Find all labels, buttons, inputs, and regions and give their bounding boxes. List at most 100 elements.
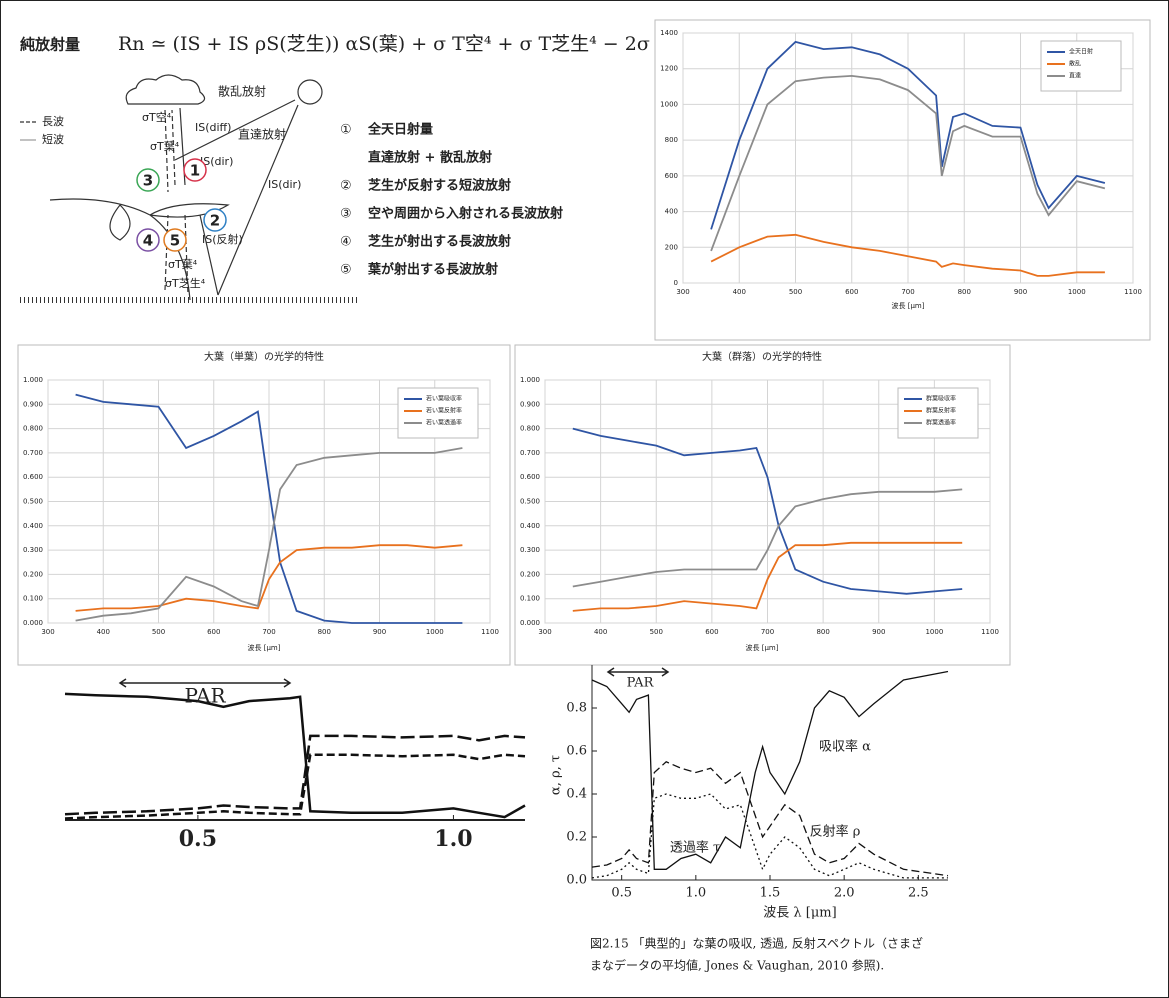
x-tick-label: 400 bbox=[97, 628, 110, 636]
y-tick-label: 0.600 bbox=[520, 473, 540, 481]
y-tick-label: 0.900 bbox=[23, 400, 43, 408]
diagram-label: σT空⁴ bbox=[142, 110, 172, 124]
y-tick-label: 1000 bbox=[660, 100, 678, 108]
x-tick-label: 800 bbox=[318, 628, 331, 636]
chart-title: 大葉（単葉）の光学的特性 bbox=[204, 350, 324, 363]
x-tick-label: 800 bbox=[816, 628, 829, 636]
y-tick-label: 200 bbox=[665, 243, 678, 251]
x-axis-label: 波長 [μm] bbox=[746, 643, 779, 652]
chart: 0.5 1.0 PAR bbox=[64, 678, 526, 852]
legend-box bbox=[1040, 40, 1122, 92]
x-tick-label: 500 bbox=[789, 288, 802, 296]
series-line bbox=[710, 233, 1105, 277]
x-tick-label: 300 bbox=[538, 628, 551, 636]
par-arrow bbox=[118, 678, 292, 688]
list-number: ② bbox=[340, 179, 352, 194]
series-line bbox=[591, 761, 949, 877]
legend-box bbox=[897, 387, 979, 439]
number-circle bbox=[136, 228, 160, 252]
series-line bbox=[591, 670, 949, 870]
x-tick-label: 1000 bbox=[1068, 288, 1086, 296]
y-tick-label: 0.200 bbox=[520, 570, 540, 578]
x-tick-label: 700 bbox=[901, 288, 914, 296]
legend-label: 若い葉反射率 bbox=[426, 407, 462, 415]
arrow bbox=[174, 99, 296, 161]
x-tick-label: 1100 bbox=[1124, 288, 1142, 296]
y-tick-label: 0.800 bbox=[23, 425, 43, 433]
x-tick-label: 1100 bbox=[481, 628, 499, 636]
x-tick-label: 2.0 bbox=[834, 886, 855, 901]
arrow bbox=[164, 109, 169, 193]
x-tick-label: 800 bbox=[958, 288, 971, 296]
y-tick-label: 0.000 bbox=[23, 619, 43, 627]
diagram-label: σT芝生⁴ bbox=[165, 276, 206, 290]
y-tick-label: 1.000 bbox=[23, 376, 43, 384]
x-tick-label: 1.0 bbox=[685, 886, 706, 901]
legend-label: 全天日射 bbox=[1069, 48, 1093, 56]
chart: 大葉（群落）の光学的特性 0.000 0.100 0.200 0.300 0.400 0.5… bbox=[514, 344, 1011, 666]
number-circle bbox=[203, 208, 227, 232]
legend-label: 群葉吸収率 bbox=[926, 395, 956, 403]
y-tick-label: 600 bbox=[665, 172, 678, 180]
y-tick-label: 0.500 bbox=[23, 498, 43, 506]
number-circle bbox=[183, 158, 207, 182]
diagram-label: IS(diff) bbox=[195, 121, 231, 134]
annotation: 吸収率 α bbox=[819, 739, 871, 755]
list-number: ① bbox=[340, 123, 352, 138]
x-tick-label: 1000 bbox=[925, 628, 943, 636]
formula: Rn ≃ (IS + IS ρS(芝生)) αS(葉) + σ T空⁴ + σ … bbox=[118, 33, 696, 55]
list-text: 全天日射量 bbox=[367, 122, 433, 138]
x-tick-label: 600 bbox=[207, 628, 220, 636]
series-line bbox=[64, 692, 526, 819]
y-tick-label: 0.400 bbox=[520, 522, 540, 530]
annotation: PAR bbox=[627, 676, 655, 691]
legend-label: 散乱 bbox=[1069, 60, 1081, 68]
series-line bbox=[75, 393, 463, 624]
number-circle bbox=[163, 228, 187, 252]
y-tick-label: 0.200 bbox=[23, 570, 43, 578]
x-tick-label: 900 bbox=[1014, 288, 1027, 296]
diagram-label: IS(dir) bbox=[268, 178, 301, 191]
y-tick-label: 0.300 bbox=[520, 546, 540, 554]
x-axis-label: 波長 [μm] bbox=[248, 643, 281, 652]
y-tick-label: 0.100 bbox=[520, 595, 540, 603]
diagram-label: 短波 bbox=[42, 132, 64, 146]
sun bbox=[297, 79, 323, 105]
legend-box bbox=[397, 387, 479, 439]
diagram-label: 直達放射 bbox=[238, 127, 286, 142]
y-tick-label: 0.900 bbox=[520, 400, 540, 408]
x-tick-label: 900 bbox=[872, 628, 885, 636]
arrow bbox=[164, 214, 169, 291]
x-tick-label: 400 bbox=[733, 288, 746, 296]
number: 1 bbox=[190, 162, 200, 180]
x-tick-label: 0.5 bbox=[179, 826, 217, 852]
number: 5 bbox=[170, 232, 180, 250]
y-tick-label: 1400 bbox=[660, 29, 678, 37]
diagram-label: 長波 bbox=[42, 115, 64, 128]
diagram-label: σT葉⁴ bbox=[168, 257, 198, 271]
x-tick-label: 0.5 bbox=[611, 886, 632, 901]
par-arrow bbox=[606, 667, 670, 677]
series-line bbox=[75, 447, 463, 622]
x-tick-label: 1.0 bbox=[434, 826, 472, 852]
y-tick-label: 0.8 bbox=[566, 701, 587, 716]
x-tick-label: 500 bbox=[650, 628, 663, 636]
diagram-label: σT葉⁴ bbox=[150, 139, 180, 153]
x-tick-label: 2.5 bbox=[908, 886, 929, 901]
y-tick-label: 0.300 bbox=[23, 546, 43, 554]
legend-label: 若い葉透過率 bbox=[426, 419, 462, 427]
legend-label: 直達 bbox=[1069, 72, 1081, 80]
series-line bbox=[591, 793, 948, 879]
list-text: 芝生が射出する長波放射 bbox=[368, 234, 511, 250]
y-tick-label: 0.2 bbox=[566, 830, 587, 845]
y-axis-label: α, ρ, τ bbox=[549, 755, 564, 795]
x-axis-label: 波長 [μm] bbox=[892, 301, 925, 310]
series-line bbox=[64, 753, 526, 820]
annotation: 反射率 ρ bbox=[810, 824, 861, 840]
y-tick-label: 0.0 bbox=[566, 873, 587, 888]
legend-label: 群葉透過率 bbox=[926, 419, 956, 427]
annotation: 透過率 τ bbox=[670, 840, 720, 856]
x-tick-label: 1000 bbox=[426, 628, 444, 636]
series-line bbox=[572, 541, 963, 612]
x-tick-label: 700 bbox=[262, 628, 275, 636]
